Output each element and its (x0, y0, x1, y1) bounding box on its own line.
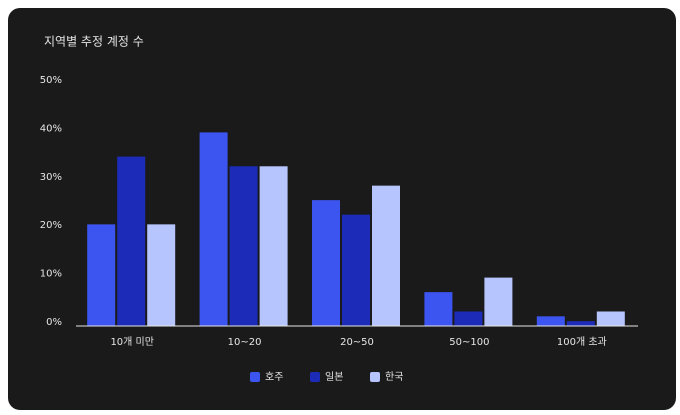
legend-swatch (310, 372, 320, 382)
bar (596, 311, 625, 326)
bar (566, 321, 595, 326)
bar (259, 166, 288, 326)
bar (372, 185, 400, 326)
y-tick-label: 10% (40, 269, 62, 280)
bar (536, 316, 565, 326)
bar (117, 156, 146, 326)
bar (454, 311, 483, 326)
legend-swatch (250, 372, 260, 382)
card (8, 8, 676, 410)
x-tick-label: 10개 미만 (110, 336, 154, 348)
legend-label: 한국 (385, 371, 403, 383)
chart-title: 지역별 추정 계정 수 (44, 35, 144, 49)
y-tick-label: 40% (40, 123, 62, 134)
x-tick-label: 10~20 (228, 337, 262, 348)
y-tick-label: 50% (40, 75, 62, 86)
x-tick-label: 50~100 (449, 337, 489, 348)
x-tick-label: 100개 초과 (557, 336, 607, 348)
x-tick-label: 20~50 (340, 337, 374, 348)
bar (229, 166, 258, 326)
bar (484, 277, 513, 326)
y-tick-label: 0% (46, 317, 62, 328)
y-tick-label: 30% (40, 172, 62, 183)
bar (199, 132, 228, 326)
legend-label: 호주 (265, 371, 283, 383)
legend-label: 일본 (325, 371, 343, 383)
bar (87, 224, 116, 326)
bar (312, 200, 340, 326)
y-tick-label: 20% (40, 220, 62, 231)
bar (342, 214, 370, 326)
legend-swatch (370, 372, 380, 382)
bar (147, 224, 176, 326)
bar (424, 292, 453, 326)
